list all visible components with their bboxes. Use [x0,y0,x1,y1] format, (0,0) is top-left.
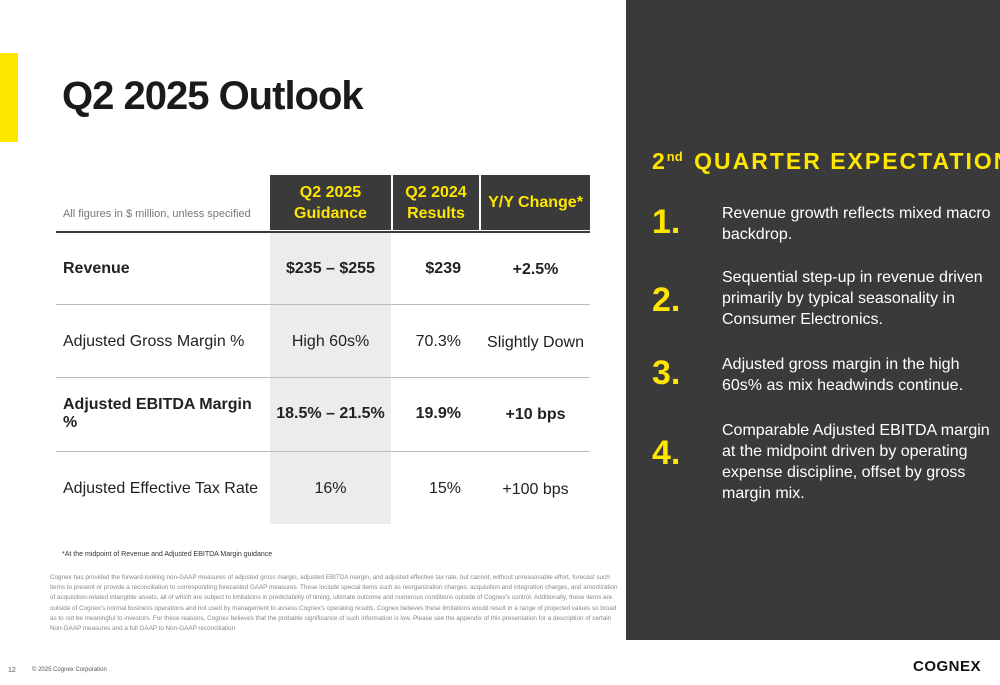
expectation-number: 1. [652,203,681,241]
expectation-number: 4. [652,434,681,472]
header-results: Q2 2024 Results [393,175,479,230]
expectations-heading: 2nd QUARTER EXPECTATIONS [652,148,1000,175]
row-tax-results: 15% [428,480,461,497]
heading-text: QUARTER EXPECTATIONS [694,148,1000,174]
row-revenue-label: Revenue [63,260,130,277]
row-tax-guidance: 16% [314,480,347,497]
expectations-panel: 2nd QUARTER EXPECTATIONS 1. Revenue grow… [626,0,1000,640]
page-title: Q2 2025 Outlook [62,74,364,118]
row-revenue-guidance: $235 – $255 [286,260,375,277]
row-tax-label: Adjusted Effective Tax Rate [63,480,259,497]
heading-ordinal: 2 [652,148,667,174]
expectation-text: Comparable Adjusted EBITDA margin at the… [722,422,990,502]
row-divider [56,451,590,452]
expectation-text: Sequential step-up in revenue driven pri… [722,269,983,328]
expectation-number: 2. [652,281,681,319]
row-gross-margin-label: Adjusted Gross Margin % [63,333,245,350]
row-gross-margin-guidance: High 60s% [291,333,370,350]
heading-ordinal-suffix: nd [666,149,683,164]
table-top-rule [56,231,590,233]
row-ebitda-label: Adjusted EBITDA Margin % [63,396,252,431]
figures-note: All figures in $ million, unless specifi… [63,208,251,220]
row-divider [56,377,590,378]
row-ebitda-guidance: 18.5% – 21.5% [276,405,385,422]
row-gross-margin-change: Slightly Down [487,333,584,351]
row-gross-margin-results: 70.3% [415,333,461,350]
row-revenue-results: $239 [425,260,461,277]
row-tax-change: +100 bps [502,480,569,498]
accent-bar [0,53,18,142]
disclaimer: Cognex has provided the forward-looking … [50,574,618,633]
expectation-number: 3. [652,354,681,392]
page-number: 12 [8,667,16,674]
header-guidance: Q2 2025 Guidance [270,175,391,230]
row-revenue-change: +2.5% [512,260,559,278]
cognex-logo: COGNEX [913,658,982,675]
row-ebitda-change: +10 bps [505,405,566,423]
header-change: Y/Y Change* [481,175,590,230]
table-footnote: *At the midpoint of Revenue and Adjusted… [62,551,273,558]
row-divider [56,304,590,305]
expectation-text: Adjusted gross margin in the high 60s% a… [722,356,964,394]
copyright: © 2025 Cognex Corporation [32,667,107,673]
expectation-text: Revenue growth reflects mixed macro back… [722,205,991,243]
row-ebitda-results: 19.9% [415,405,461,422]
